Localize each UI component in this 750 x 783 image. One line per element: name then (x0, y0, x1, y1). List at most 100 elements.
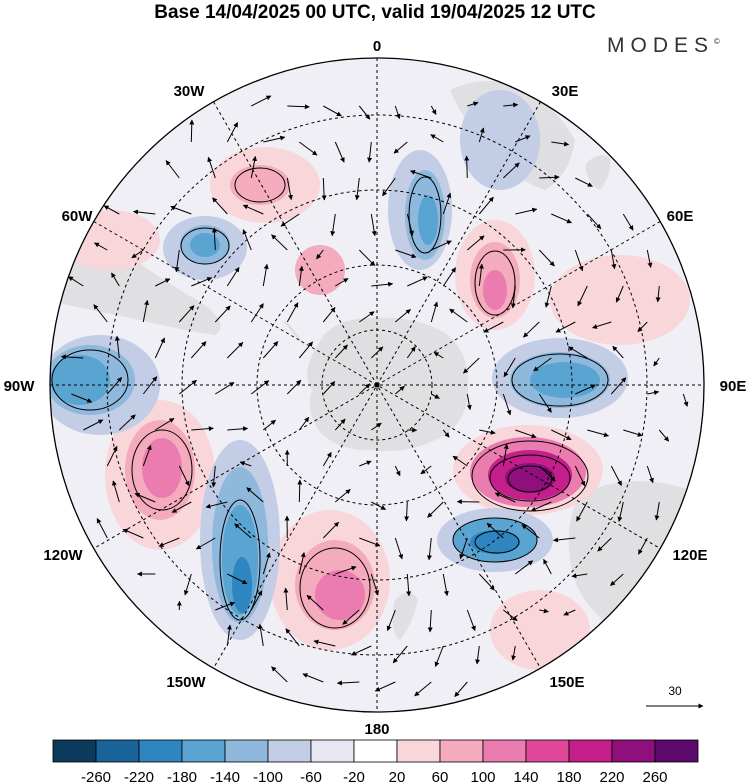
wind-vector (142, 299, 150, 323)
wind-vector (371, 501, 387, 510)
wind-vector (183, 573, 192, 596)
wind-vector (71, 393, 93, 403)
wind-vector (334, 141, 345, 163)
wind-vector (494, 492, 516, 503)
map-boundary (49, 57, 705, 713)
wind-vector (250, 303, 264, 323)
wind-vector (575, 177, 593, 187)
wind-vector (371, 422, 382, 431)
wind-vector (502, 609, 518, 621)
wind-vector (430, 105, 437, 115)
wind-vector (262, 263, 269, 287)
wind-vector (334, 418, 346, 431)
wind-vector (420, 465, 432, 475)
wind-vector (170, 205, 192, 215)
wind-vector (563, 609, 576, 616)
wind-vector (653, 357, 660, 367)
wind-vector (615, 285, 624, 303)
wind-vector (370, 213, 377, 237)
wind-vector (478, 127, 485, 143)
wind-vector (158, 537, 180, 547)
wind-vector (306, 594, 324, 611)
wind-vector (359, 460, 372, 467)
colorbar-swatch (439, 739, 484, 763)
wind-vector (515, 429, 537, 439)
lon-label-120w: 120W (43, 547, 83, 564)
wind-vector (142, 444, 152, 467)
wind-vector (682, 393, 689, 407)
wind-vector (287, 104, 310, 110)
wind-vector (539, 608, 549, 614)
wind-vector (280, 213, 300, 227)
wind-vector (392, 645, 408, 664)
wind-vector (382, 177, 396, 197)
wind-vector (350, 645, 372, 656)
copyright-mark: © (714, 37, 720, 46)
wind-vector (211, 465, 217, 488)
wind-vector (592, 321, 612, 329)
wind-vector (114, 335, 120, 359)
colorbar-swatch (52, 739, 97, 763)
wind-vector (190, 341, 207, 359)
lon-label-120e: 120E (672, 547, 707, 564)
wind-vector (226, 342, 244, 359)
wind-vector (297, 479, 303, 503)
wind-vector (335, 278, 349, 287)
colorbar-tick-label: -100 (253, 769, 283, 783)
wind-vector (370, 346, 384, 359)
wind-vector (386, 609, 396, 632)
wind-vector (60, 354, 84, 360)
wind-vector (142, 376, 158, 395)
wind-vector (576, 501, 588, 522)
wind-vector (475, 645, 481, 665)
wind-vector (195, 537, 216, 550)
wind-vector (359, 311, 375, 323)
wind-vector (530, 501, 552, 512)
wind-vector (551, 213, 572, 224)
wind-vector (406, 573, 412, 597)
madagascar-landmass (585, 155, 611, 190)
wind-vector (250, 155, 258, 179)
colorbar: -260 -220 -180 -140 -100 -60 -20 20 60 100 140 180 2… (52, 739, 699, 783)
lon-label-90w: 90W (4, 378, 36, 395)
wind-vector (165, 160, 180, 179)
wind-vector (430, 134, 444, 143)
lon-label-30e: 30E (552, 83, 579, 100)
wind-vector (298, 552, 306, 575)
wind-vector (539, 174, 560, 180)
colorbar-tick-label: 220 (599, 769, 624, 783)
wind-vector (577, 285, 588, 307)
wind-vector (394, 105, 401, 120)
wind-vector (367, 141, 373, 163)
wind-vector (106, 377, 123, 395)
wind-vector (478, 573, 495, 591)
lon-label-150e: 150E (549, 674, 584, 691)
wind-vector (463, 357, 480, 374)
reference-vector: 30 (646, 684, 704, 709)
wind-vector (118, 414, 136, 431)
wind-vector (358, 249, 376, 267)
colorbar-tick-label: -220 (124, 769, 154, 783)
wind-vector (479, 429, 496, 435)
wind-vector (283, 587, 289, 611)
colorbar-tick-label: 60 (432, 769, 449, 783)
wind-vector (359, 537, 381, 547)
wind-vector (638, 537, 648, 555)
wind-vector (298, 416, 310, 431)
wind-vector (342, 609, 360, 625)
wind-vector (442, 429, 450, 438)
lon-label-30w: 30W (174, 83, 206, 100)
wind-vector (335, 565, 357, 575)
colorbar-tick-label: -140 (210, 769, 240, 783)
wind-vector (94, 242, 108, 251)
colorbar-swatch (396, 739, 441, 763)
wind-vector (610, 465, 622, 486)
wind-vector (514, 560, 534, 575)
lon-label-60e: 60E (667, 208, 694, 225)
wind-vector (174, 249, 180, 273)
colorbar-swatch (525, 739, 570, 763)
wind-vector (211, 227, 217, 251)
wind-vector (178, 465, 190, 487)
wind-vector (442, 267, 457, 287)
wind-vector (533, 357, 552, 372)
